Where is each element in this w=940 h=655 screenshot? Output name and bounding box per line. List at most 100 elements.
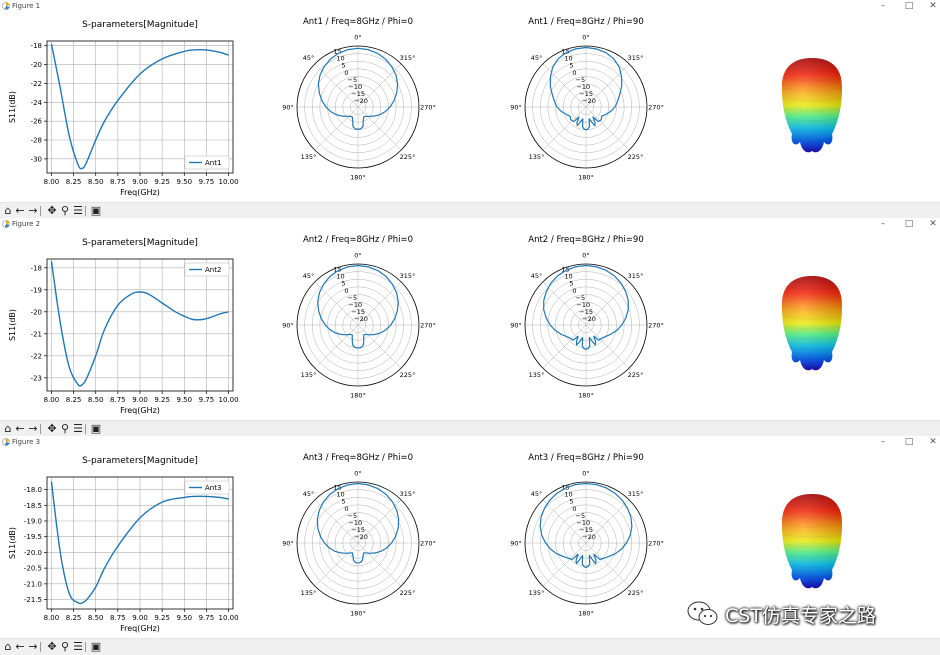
toolbar-separator: [85, 642, 86, 652]
angle-label: 0°: [582, 470, 589, 478]
y-tick-label: -26: [31, 118, 43, 126]
radial-label: 5: [569, 62, 573, 70]
home-icon[interactable]: ⌂: [4, 640, 12, 653]
radiation-3d-plot: [781, 494, 843, 589]
pan-icon[interactable]: ✥: [47, 640, 57, 653]
radial-label: 15: [334, 48, 342, 56]
toolbar-separator: [85, 206, 86, 216]
zoom-icon[interactable]: ⚲: [60, 204, 70, 217]
y-tick-label: -24: [31, 99, 43, 107]
angle-label: 0°: [582, 34, 589, 42]
y-tick-label: -28: [31, 137, 42, 145]
plot-title: S-parameters[Magnitude]: [82, 456, 198, 466]
window-title: Figure 2: [12, 220, 41, 228]
save-icon[interactable]: ▣: [90, 204, 102, 217]
maximize-button[interactable]: □: [904, 437, 914, 447]
zoom-icon[interactable]: ⚲: [60, 640, 70, 653]
window-titlebar: Figure 1 – □ ✕: [0, 0, 940, 12]
window-title: Figure 1: [12, 2, 41, 10]
radial-label: −5: [576, 76, 586, 84]
pan-icon[interactable]: ✥: [47, 422, 57, 435]
save-icon[interactable]: ▣: [90, 422, 102, 435]
legend: Ant2: [184, 262, 230, 277]
back-arrow-icon[interactable]: ←: [15, 422, 25, 435]
angle-label: 90°: [510, 104, 522, 112]
forward-arrow-icon[interactable]: →: [28, 640, 38, 653]
radiation-pattern-line: [316, 482, 400, 564]
minimize-button[interactable]: –: [880, 219, 886, 229]
zoom-icon[interactable]: ⚲: [60, 422, 70, 435]
save-icon[interactable]: ▣: [90, 640, 102, 653]
configure-subplots-icon[interactable]: ☰: [73, 422, 83, 435]
configure-subplots-icon[interactable]: ☰: [73, 204, 83, 217]
navigation-toolbar: ⌂ ← → ✥ ⚲ ☰ ▣: [0, 202, 940, 219]
radial-label: −10: [576, 83, 590, 91]
legend-label: Ant1: [205, 159, 221, 167]
plot-frame: [46, 258, 234, 392]
maximize-button[interactable]: □: [904, 1, 914, 11]
facet-line: [782, 315, 842, 320]
y-tick-label: -20.0: [24, 549, 42, 557]
maximize-button[interactable]: □: [904, 219, 914, 229]
minimize-button[interactable]: –: [880, 1, 886, 11]
radial-label: 5: [341, 280, 345, 288]
facet-line: [782, 67, 842, 72]
polar-title: Ant3 / Freq=8GHz / Phi=90: [528, 453, 643, 463]
sparam-plot: S-parameters[Magnitude] 8.00 8.25 8.50 8.75 9…: [8, 20, 239, 197]
y-axis-label: S11(dB): [8, 309, 17, 341]
polar-title: Ant1 / Freq=8GHz / Phi=90: [528, 17, 643, 27]
y-tick-label: -23: [31, 374, 42, 382]
polar-plot-1: Ant2 / Freq=8GHz / Phi=0 0° 45° 90° 135° 180°…: [282, 235, 436, 400]
angle-label: 45°: [531, 490, 543, 498]
angle-label: 45°: [531, 54, 543, 62]
window-titlebar: Figure 2 – □ ✕: [0, 218, 940, 230]
close-button[interactable]: ✕: [929, 1, 937, 11]
angle-label: 225°: [400, 153, 416, 161]
x-tick-label: 10.00: [219, 396, 239, 404]
series-line: [50, 261, 229, 387]
configure-subplots-icon[interactable]: ☰: [73, 640, 83, 653]
angle-label: 315°: [400, 490, 416, 498]
radial-label: 0: [572, 69, 576, 77]
figure-canvas: S-parameters[Magnitude] 8.00 8.25 8.50 8.75 9…: [0, 230, 940, 420]
toolbar-separator: [40, 206, 41, 216]
radial-label: 0: [344, 69, 348, 77]
series-line: [50, 481, 229, 605]
radial-label: −15: [579, 308, 593, 316]
radial-label: 5: [341, 498, 345, 506]
close-button[interactable]: ✕: [929, 219, 937, 229]
back-arrow-icon[interactable]: ←: [15, 640, 25, 653]
toolbar-separator: [40, 424, 41, 434]
radial-label: −10: [576, 519, 590, 527]
polar-plot-2: Ant1 / Freq=8GHz / Phi=90 0° 45° 90° 135° 180…: [510, 17, 664, 182]
forward-arrow-icon[interactable]: →: [28, 204, 38, 217]
angle-label: 135°: [529, 371, 545, 379]
angle-label: 180°: [578, 392, 594, 400]
sparam-plot: S-parameters[Magnitude] 8.00 8.25 8.50 8.75 9…: [8, 456, 239, 633]
y-tick-label: -22: [31, 352, 42, 360]
x-tick-label: 8.50: [88, 614, 104, 622]
facet-line: [782, 533, 842, 538]
polar-title: Ant2 / Freq=8GHz / Phi=0: [303, 235, 413, 245]
home-icon[interactable]: ⌂: [4, 422, 12, 435]
minimize-button[interactable]: –: [880, 437, 886, 447]
angle-label: 315°: [628, 54, 644, 62]
facet-line: [782, 573, 842, 578]
angular-grid-line: [314, 542, 359, 587]
pan-icon[interactable]: ✥: [47, 204, 57, 217]
radial-label: −10: [348, 519, 362, 527]
forward-arrow-icon[interactable]: →: [28, 422, 38, 435]
polar-frame: [524, 481, 648, 605]
home-icon[interactable]: ⌂: [4, 204, 12, 217]
polar-plot-1: Ant3 / Freq=8GHz / Phi=0 0° 45° 90° 135° 180°…: [282, 453, 436, 618]
radial-label: −15: [351, 526, 365, 534]
x-tick-label: 9.75: [199, 396, 215, 404]
close-button[interactable]: ✕: [929, 437, 937, 447]
radial-label: 10: [564, 55, 572, 63]
matplotlib-app-icon: [2, 220, 10, 228]
angle-label: 225°: [628, 371, 644, 379]
watermark-text: CST仿真专家之路: [725, 605, 876, 627]
angle-label: 315°: [400, 272, 416, 280]
back-arrow-icon[interactable]: ←: [15, 204, 25, 217]
polar-title: Ant1 / Freq=8GHz / Phi=0: [303, 17, 413, 27]
